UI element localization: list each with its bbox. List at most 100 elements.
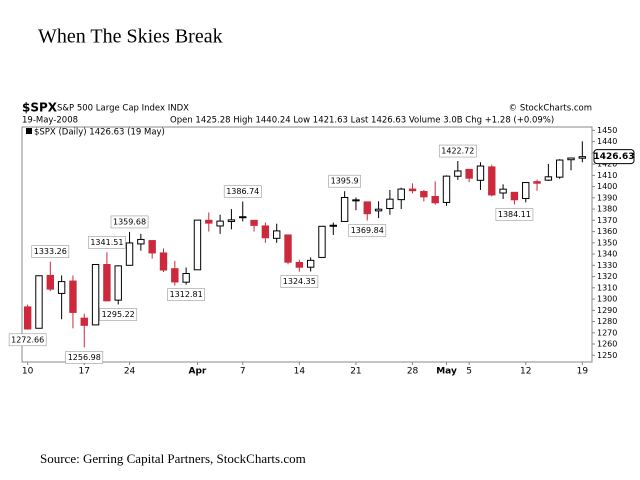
- x-tick-label: 7: [240, 367, 246, 377]
- candle-body: [103, 264, 111, 302]
- candle-body: [171, 268, 179, 283]
- candle-body: [46, 274, 54, 290]
- candle-body: [533, 181, 541, 184]
- y-tick-label: 1440: [597, 137, 617, 146]
- y-tick-label: 1450: [597, 126, 617, 135]
- price-label: 1333.26: [34, 247, 67, 256]
- x-tick-label: 5: [466, 367, 472, 377]
- price-label-box: [438, 144, 477, 158]
- price-label-box: [8, 333, 47, 347]
- legend-label: $SPX (Daily) 1426.63 (19 May): [34, 128, 165, 138]
- candle-body: [216, 220, 224, 227]
- price-label: 1295.22: [102, 310, 135, 319]
- source: Source: Gerring Capital Partners, StockC…: [40, 451, 306, 466]
- y-tick-label: 1300: [597, 295, 617, 304]
- price-label: 1359.68: [113, 217, 146, 226]
- y-tick-label: 1260: [597, 340, 617, 349]
- price-label-box: [99, 308, 138, 321]
- y-tick-label: 1370: [597, 216, 617, 225]
- symbol: $SPX: [22, 101, 58, 115]
- price-label: 1369.84: [351, 226, 384, 235]
- price-label-box: [65, 351, 104, 364]
- candle-body: [239, 216, 247, 219]
- candle-body: [205, 219, 213, 224]
- candle-body: [329, 224, 338, 227]
- price-label: 1422.72: [441, 147, 474, 156]
- price-label-box: [110, 215, 149, 229]
- candle-body: [159, 252, 168, 271]
- price-label-box: [495, 208, 534, 221]
- legend-swatch: [26, 128, 32, 134]
- price-label: 1341.51: [90, 238, 123, 247]
- candle-body: [80, 317, 88, 326]
- y-tick-label: 1320: [597, 272, 617, 281]
- candle-body: [182, 273, 190, 283]
- candle-body: [454, 170, 462, 177]
- candle-body: [442, 175, 451, 203]
- plot-frame: [21, 126, 593, 363]
- candle-body: [522, 182, 530, 200]
- last-price-box: [593, 149, 635, 165]
- candle-body: [340, 197, 349, 222]
- candle-body: [284, 234, 292, 263]
- candle-body: [35, 275, 43, 329]
- candle-body: [544, 176, 553, 181]
- candle-body: [148, 240, 156, 254]
- price-label-box: [31, 245, 70, 258]
- candle-body: [510, 191, 519, 201]
- candle-body: [91, 264, 100, 326]
- candle-body: [193, 219, 202, 271]
- y-tick-label: 1380: [597, 205, 617, 214]
- index-name: S&P 500 Large Cap Index INDX: [57, 104, 189, 114]
- candle-body: [114, 265, 122, 301]
- y-tick-label: 1350: [597, 238, 617, 247]
- y-tick-label: 1410: [597, 171, 617, 180]
- price-label: 1312.81: [170, 290, 203, 299]
- price-label: 1395.9: [331, 177, 359, 186]
- candle-body: [261, 225, 270, 239]
- price-label-box: [167, 288, 205, 301]
- candle-body: [556, 159, 564, 178]
- y-tick-label: 1270: [597, 328, 617, 337]
- price-label: 1256.98: [68, 353, 101, 362]
- candle-body: [363, 201, 371, 215]
- candle-body: [57, 281, 66, 294]
- price-label-box: [348, 224, 387, 237]
- candle-body: [465, 168, 473, 179]
- price-label-box: [328, 174, 361, 188]
- y-tick-label: 1250: [597, 351, 617, 360]
- candle-body: [578, 156, 587, 159]
- candle-body: [306, 259, 315, 268]
- y-tick-label: 1310: [597, 283, 617, 292]
- candle-body: [273, 230, 281, 239]
- price-label: 1324.35: [283, 277, 316, 286]
- x-tick-label: 21: [350, 367, 361, 377]
- candle-body: [318, 225, 326, 258]
- price-label-box: [280, 275, 319, 288]
- candle-body: [386, 198, 394, 210]
- price-label: 1384.11: [498, 210, 531, 219]
- price-label-box: [223, 185, 262, 198]
- x-tick-label: 24: [124, 367, 136, 377]
- candle-body: [374, 208, 383, 212]
- candle-body: [69, 280, 77, 313]
- candle-body: [476, 165, 485, 181]
- x-tick-label: Apr: [189, 367, 207, 377]
- quote-info: Open 1425.28 High 1440.24 Low 1421.63 La…: [170, 116, 554, 126]
- candle-body: [125, 242, 134, 266]
- date: 19-May-2008: [22, 116, 78, 126]
- candle-body: [227, 219, 236, 222]
- x-tick-label: 14: [294, 367, 306, 377]
- candle-body: [295, 261, 304, 268]
- candle-body: [499, 188, 507, 194]
- candle-body: [488, 166, 496, 196]
- y-tick-label: 1340: [597, 250, 617, 259]
- y-tick-label: 1280: [597, 317, 617, 326]
- price-label-box: [88, 236, 126, 249]
- x-tick-label: May: [436, 367, 457, 377]
- credit: © StockCharts.com: [509, 104, 592, 114]
- candle-body: [137, 238, 145, 245]
- chart-title: When The Skies Break: [38, 26, 223, 48]
- y-tick-label: 1330: [597, 261, 617, 270]
